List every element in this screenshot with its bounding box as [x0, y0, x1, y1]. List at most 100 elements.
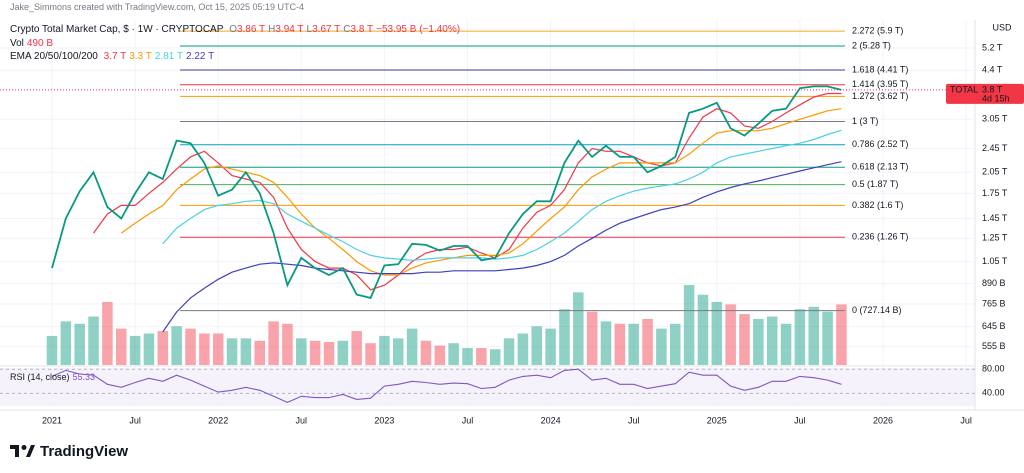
- volume-bar: [351, 331, 362, 365]
- volume-bar: [268, 321, 279, 365]
- price-line: [51, 85, 842, 299]
- volume-bar: [628, 323, 639, 365]
- x-tick-label: Jul: [129, 415, 141, 425]
- volume-bar: [129, 335, 141, 365]
- ema-value: 3.7 T: [103, 51, 127, 62]
- ohlc-label: L: [306, 24, 313, 35]
- volume-bar: [309, 340, 321, 365]
- y-tick-label: 3.05 T: [982, 114, 1008, 124]
- y-tick-label: 1.25 T: [982, 233, 1008, 243]
- volume-bar: [739, 314, 750, 365]
- volume-bar: [545, 328, 556, 365]
- x-tick-label: 2025: [707, 415, 727, 425]
- y-tick-label: 1.75 T: [982, 188, 1008, 198]
- last-price-label: 3.8 T: [982, 84, 1003, 94]
- volume-bar: [808, 306, 820, 365]
- fib-label: 0.5 (1.87 T): [852, 179, 898, 189]
- volume-bar: [656, 328, 667, 365]
- ema-value: 2.22 T: [186, 51, 215, 62]
- symbol-tag: TOTAL: [950, 84, 978, 94]
- x-tick-label: Jul: [794, 415, 806, 425]
- fib-label: 2 (5.28 T): [852, 40, 891, 50]
- volume-bar: [573, 292, 584, 365]
- rsi-pane: [0, 368, 975, 406]
- volume-bar: [794, 309, 806, 365]
- volume-bar: [115, 328, 127, 365]
- y-tick-label: 4.4 T: [982, 65, 1003, 75]
- x-tick-label: 2023: [374, 415, 394, 425]
- volume-bar: [448, 343, 459, 365]
- volume-bar: [586, 311, 598, 365]
- y-tick-label: 645 B: [982, 321, 1006, 331]
- volume-bar: [780, 323, 792, 365]
- volume-bar: [171, 326, 182, 365]
- x-tick-label: 2022: [208, 415, 228, 425]
- price-tag: [946, 83, 1024, 104]
- y-tick-label: 2.45 T: [982, 143, 1008, 153]
- fib-label: 0.236 (1.26 T): [852, 232, 908, 242]
- brand-logo: [10, 445, 35, 457]
- fib-label: 1.414 (3.95 T): [852, 79, 908, 89]
- volume-bar: [476, 348, 487, 365]
- legend-title: Crypto Total Market Cap, $ · 1W · CRYPTO…: [10, 24, 463, 35]
- volume-bar: [406, 328, 418, 365]
- y-tick-label: 1.05 T: [982, 256, 1008, 266]
- rsi-label: RSI (14, close): [10, 372, 70, 382]
- volume-bar: [212, 333, 224, 365]
- ema-legend: EMA 20/50/100/200 3.7 T 3.3 T 2.81 T 2.22 T: [10, 51, 217, 62]
- volume-bar: [559, 309, 570, 365]
- rsi-line: [51, 368, 842, 404]
- volume-bar: [600, 321, 612, 365]
- ema-value: 2.81 T: [154, 51, 184, 62]
- volume-bar: [296, 338, 307, 365]
- volume-bar: [226, 338, 238, 365]
- volume-bar: [337, 340, 349, 365]
- fib-label: 0.618 (2.13 T): [852, 162, 908, 172]
- countdown: 4d 15h: [982, 93, 1010, 103]
- volume-bar: [669, 323, 681, 365]
- rsi-value: 55.33: [72, 372, 96, 382]
- volume-bar: [517, 333, 529, 365]
- rsi-tick-label: 40.00: [982, 388, 1005, 398]
- volume-bar: [157, 331, 169, 365]
- volume-bar: [434, 345, 446, 365]
- y-tick-label: 2.05 T: [982, 167, 1008, 177]
- volume-bar: [74, 323, 85, 365]
- currency: USD: [992, 22, 1012, 32]
- volume-bar: [379, 335, 390, 365]
- y-tick-label: 765 B: [982, 298, 1006, 308]
- y-tick-label: 1.45 T: [982, 213, 1008, 223]
- volume-bar: [199, 333, 210, 365]
- x-tick-label: Jul: [960, 415, 972, 425]
- volume-bar: [614, 323, 626, 365]
- ema-line: [120, 108, 842, 276]
- fib-label: 1.272 (3.62 T): [852, 91, 908, 101]
- credit: Jake_Simmons created with TradingView.co…: [10, 2, 304, 12]
- volume-bar: [254, 340, 266, 365]
- fib-label: 1 (3 T): [852, 116, 878, 126]
- fib-label: 0 (727.14 B): [852, 305, 902, 315]
- volume-bar: [683, 285, 695, 365]
- ohlc-value: 3.94 T: [275, 24, 304, 35]
- volume-value: 490 B: [26, 38, 54, 49]
- volume-bar: [531, 326, 543, 365]
- volume-bar: [240, 338, 252, 365]
- volume-bar: [365, 343, 376, 365]
- volume-bar: [185, 328, 196, 365]
- x-tick-label: Jul: [296, 415, 308, 425]
- ohlc-label: O: [229, 24, 237, 35]
- volume-bar: [697, 294, 709, 365]
- volume-bar: [392, 338, 404, 365]
- y-tick-label: 890 B: [982, 278, 1006, 288]
- volume-bar: [46, 335, 58, 365]
- rsi-legend: RSI (14, close) 55.33: [10, 372, 98, 382]
- ema-line: [162, 129, 842, 261]
- volume-bar: [836, 304, 847, 365]
- ohlc-value: 3.8 T: [350, 24, 374, 35]
- ohlc-value: 3.86 T: [236, 24, 266, 35]
- brand: TradingView: [40, 443, 128, 460]
- volume-legend: Vol 490 B: [10, 38, 56, 49]
- ohlc-label: H: [268, 24, 276, 35]
- volume-bar: [642, 318, 653, 365]
